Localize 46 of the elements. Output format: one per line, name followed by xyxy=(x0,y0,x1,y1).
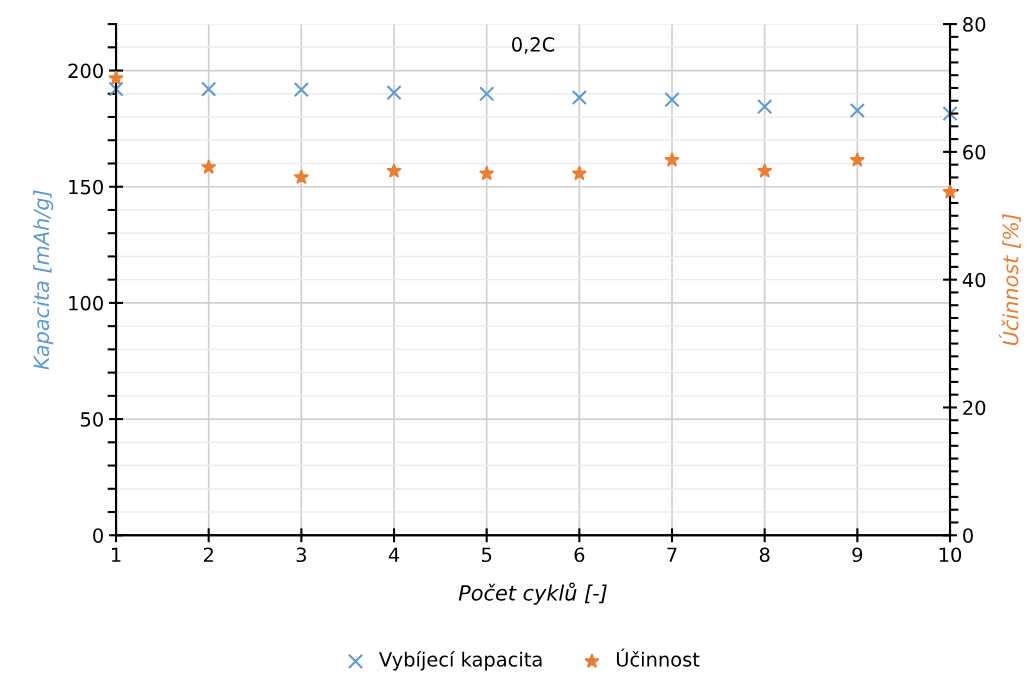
y2-tick-label: 80 xyxy=(963,17,986,32)
point xyxy=(108,70,124,85)
y-tick-label: 0 xyxy=(93,528,103,543)
point xyxy=(201,81,217,97)
point xyxy=(849,102,865,119)
x-tick-label: 10 xyxy=(939,547,962,563)
y-tick-label: 100 xyxy=(69,295,103,311)
point xyxy=(479,86,495,102)
point xyxy=(479,165,494,180)
y2-tick-label: 20 xyxy=(963,400,986,416)
x-tick-label: 9 xyxy=(852,547,863,563)
x-tick-label: 5 xyxy=(482,547,492,563)
x-tick-label: 1 xyxy=(111,547,121,562)
x-tick-label: 7 xyxy=(667,547,677,562)
point xyxy=(386,163,402,178)
y-tick-label: 50 xyxy=(80,412,103,427)
x-tick-label: 8 xyxy=(759,547,770,563)
point xyxy=(571,89,587,106)
legend-label: Účinnost xyxy=(616,648,700,667)
point xyxy=(293,81,309,98)
y-axis-title: Kapacita [mAh/g] xyxy=(33,190,54,370)
point xyxy=(664,152,680,167)
x-tick-label: 2 xyxy=(203,547,213,562)
point xyxy=(664,91,680,108)
x-tick-label: 4 xyxy=(388,547,400,562)
point xyxy=(386,85,402,101)
legend-label: Vybíjecí kapacita xyxy=(379,650,542,671)
x-tick-label: 3 xyxy=(296,547,306,563)
point xyxy=(572,165,587,180)
x-tick-label: 6 xyxy=(574,547,585,563)
y2-axis-title: Účinnost [%] xyxy=(998,214,1021,346)
y2-tick-label: 0 xyxy=(963,528,973,543)
point xyxy=(850,152,865,167)
point xyxy=(942,184,958,199)
x-axis-title: Počet cyklů [-] xyxy=(458,582,607,605)
point xyxy=(757,163,772,178)
text: 0,2C xyxy=(512,37,555,54)
y-tick-label: 150 xyxy=(69,179,103,195)
point xyxy=(201,159,216,174)
point xyxy=(757,98,773,115)
point xyxy=(294,169,309,184)
point xyxy=(108,81,124,97)
y2-tick-label: 40 xyxy=(962,272,986,288)
y-tick-label: 200 xyxy=(68,63,103,79)
point xyxy=(942,105,958,122)
y2-tick-label: 60 xyxy=(963,144,986,160)
